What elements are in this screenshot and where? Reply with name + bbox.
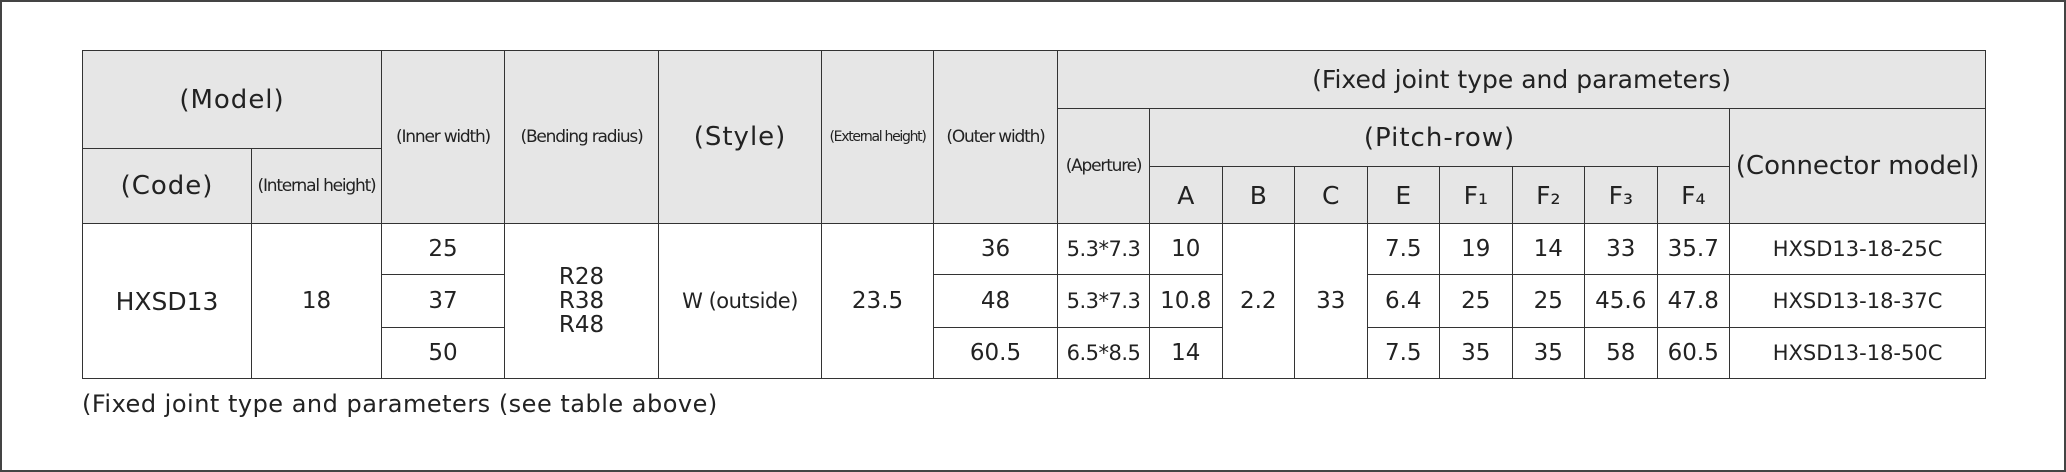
cell: HXSD13: [82, 223, 252, 379]
cell: 35.7: [1656, 223, 1731, 275]
spec-table: (Model) (Inner width) (Bending radius) (…: [81, 50, 1987, 379]
header-cell: (Style): [658, 50, 823, 224]
bending-radius: R38: [558, 288, 605, 314]
header-cell: A: [1149, 166, 1223, 224]
cell: 7.5: [1366, 223, 1441, 275]
cell: 60.5: [1656, 327, 1731, 379]
header-cell: B: [1221, 166, 1296, 224]
cell: 48: [933, 274, 1059, 328]
cell: 35: [1439, 327, 1513, 379]
header-cell: F₂: [1511, 166, 1586, 224]
cell: 33: [1584, 223, 1658, 275]
header-cell: (Outer width): [933, 50, 1059, 224]
header-cell: (Bending radius): [504, 50, 660, 224]
bending-radius: R28: [558, 264, 605, 290]
header-cell: (External height): [821, 50, 935, 224]
cell: 60.5: [933, 327, 1059, 379]
header-cell: (Fixed joint type and parameters): [1057, 50, 1987, 109]
cell: 2.2: [1221, 223, 1296, 379]
cell: 6.5*8.5: [1057, 327, 1151, 379]
cell: 25: [1511, 274, 1586, 328]
cell: 36: [933, 223, 1059, 275]
cell: 23.5: [821, 223, 935, 379]
bending-radius-cell: R28 R38 R48: [504, 223, 660, 379]
table-row: 50 60.5 6.5*8.5 14 7.5 35 35 58 60.5 HXSD13-18-50…: [83, 327, 1987, 379]
cell: 33: [1294, 223, 1368, 379]
cell: W (outside): [658, 223, 823, 379]
table-row: HXSD13 18 25 R28 R38 R48 W (outside) 23.5 36 5.3*…: [82, 223, 1987, 379]
header-cell: E: [1366, 166, 1441, 224]
header-cell: F₄: [1656, 166, 1731, 224]
cell: HXSD13-18-37C: [1729, 274, 1987, 328]
header-cell: F₁: [1439, 166, 1513, 224]
cell: 37: [381, 274, 506, 328]
cell: 10: [1149, 223, 1223, 275]
header-cell: (Internal height): [250, 148, 383, 224]
cell: 47.8: [1656, 274, 1731, 328]
caption: (Fixed joint type and parameters (see ta…: [82, 390, 718, 418]
header-cell: (Inner width): [381, 50, 506, 224]
cell: 10.8: [1149, 274, 1223, 328]
cell: 45.6: [1584, 274, 1658, 328]
cell: 19: [1439, 223, 1513, 275]
table-body: HXSD13 18 25 R28 R38 R48 W (outside) 23.5 36 5.3*…: [82, 223, 1987, 379]
cell: 58: [1584, 327, 1658, 379]
cell: 50: [381, 327, 506, 379]
header-cell: (Aperture): [1057, 108, 1151, 224]
cell: 14: [1511, 223, 1586, 275]
bending-radius: R48: [558, 312, 605, 338]
table-head: (Model) (Inner width) (Bending radius) (…: [81, 50, 1987, 224]
header-cell: (Model): [81, 50, 383, 149]
cell: 35: [1511, 327, 1586, 379]
cell: 25: [1439, 274, 1513, 328]
table-row: 37 48 5.3*7.3 10.8 6.4 25 25 45.6 47.8 HXSD13-18-…: [83, 274, 1987, 328]
header-cell: C: [1294, 166, 1368, 224]
header-cell: (Pitch-row): [1149, 108, 1731, 167]
cell: HXSD13-18-25C: [1729, 223, 1987, 275]
header-cell: (Code): [82, 148, 252, 224]
cell: 14: [1149, 327, 1223, 379]
cell: 5.3*7.3: [1057, 274, 1151, 328]
cell: 18: [250, 223, 383, 379]
cell: HXSD13-18-50C: [1729, 327, 1987, 379]
cell: 25: [381, 223, 506, 275]
cell: 5.3*7.3: [1057, 223, 1151, 275]
cell: 7.5: [1366, 327, 1441, 379]
cell: 6.4: [1366, 274, 1441, 328]
header-cell: (Connector model): [1729, 108, 1987, 224]
header-cell: F₃: [1584, 166, 1658, 224]
